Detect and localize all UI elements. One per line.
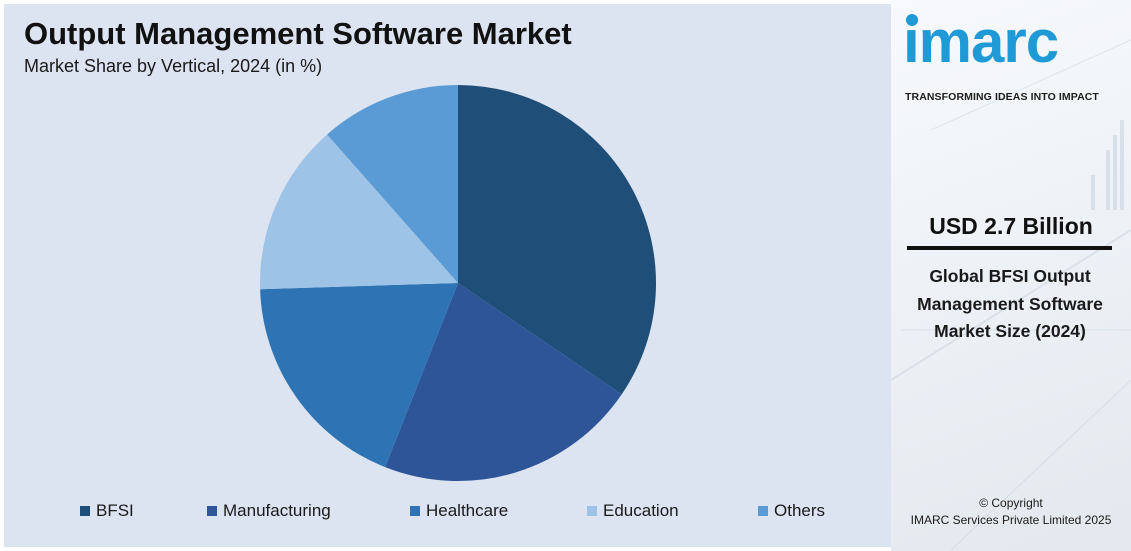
legend-label: Manufacturing (223, 501, 331, 520)
pie-slice-education (260, 134, 458, 290)
legend-item-others: Others (758, 501, 825, 521)
pie-slice-healthcare (260, 283, 458, 468)
legend-swatch (587, 506, 597, 516)
market-size-label: Global BFSI Output Management Software M… (917, 266, 1103, 341)
background-decoration (891, 39, 1131, 551)
info-panel: ımarc TRANSFORMING IDEAS INTO IMPACT USD… (891, 0, 1131, 551)
value-divider (907, 246, 1112, 250)
legend-swatch (207, 506, 217, 516)
legend-swatch (410, 506, 420, 516)
chart-title: Output Management Software Market (24, 16, 572, 51)
pie-slice-others (327, 85, 458, 283)
pie-slice-bfsi (458, 85, 656, 395)
chart-legend: BFSI Manufacturing Healthcare Education Othe… (80, 501, 840, 525)
pie-slice-manufacturing (385, 283, 622, 481)
legend-item-education: Education (587, 501, 679, 521)
copyright: © Copyright IMARC Services Private Limit… (891, 495, 1131, 529)
market-size-value: USD 2.7 Billion (929, 213, 1093, 239)
legend-item-manufacturing: Manufacturing (207, 501, 331, 521)
legend-swatch (758, 506, 768, 516)
logo-tagline: TRANSFORMING IDEAS INTO IMPACT (905, 91, 1099, 103)
pie-chart (260, 85, 656, 481)
legend-label: BFSI (96, 501, 134, 520)
copyright-line-2: IMARC Services Private Limited 2025 (910, 513, 1112, 527)
logo-dot-icon (906, 14, 918, 26)
legend-item-healthcare: Healthcare (410, 501, 508, 521)
chart-panel: Output Management Software Market Market… (4, 4, 891, 547)
legend-label: Others (774, 501, 826, 520)
legend-label: Education (603, 501, 679, 520)
logo-wordmark: ımarc (903, 8, 1059, 75)
legend-item-bfsi: BFSI (80, 501, 134, 521)
imarc-logo: ımarc (903, 8, 1125, 90)
copyright-line-1: © Copyright (979, 496, 1043, 510)
legend-label: Healthcare (426, 501, 509, 520)
legend-swatch (80, 506, 90, 516)
chart-subtitle: Market Share by Vertical, 2024 (in %) (24, 56, 323, 76)
